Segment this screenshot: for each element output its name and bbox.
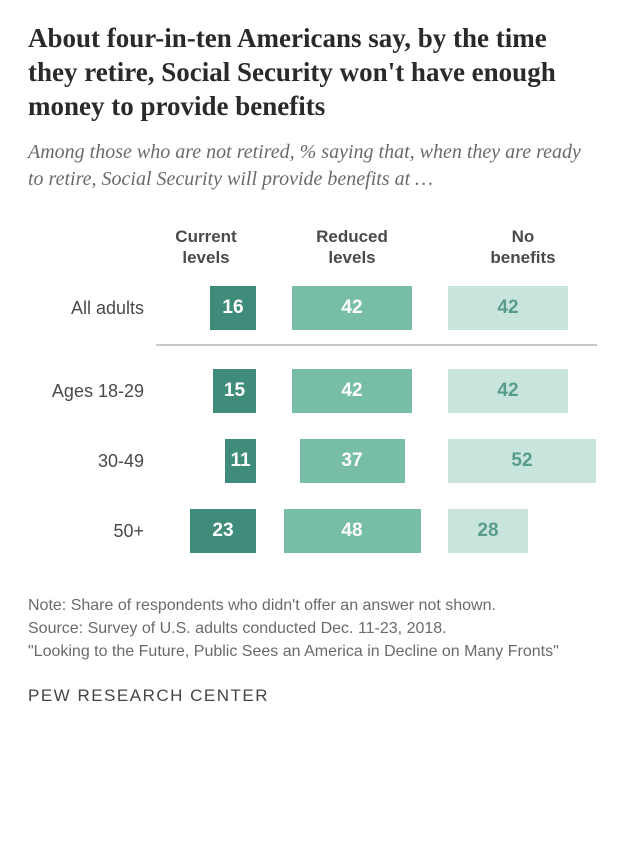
table-row: 30-49 11 37 52 — [28, 426, 597, 496]
bar-chart: CurrentlevelsReducedlevelsNobenefits All … — [28, 227, 597, 566]
chart-title: About four-in-ten Americans say, by the … — [28, 22, 597, 123]
column-header: Currentlevels — [156, 227, 256, 268]
bar: 42 — [292, 369, 412, 413]
bar-cell: 48 — [256, 496, 448, 566]
bar: 48 — [284, 509, 421, 553]
bar: 42 — [292, 286, 412, 330]
bar: 11 — [225, 439, 256, 483]
row-label: Ages 18-29 — [28, 381, 156, 402]
bar: 16 — [210, 286, 256, 330]
bar-cell: 23 — [156, 496, 256, 566]
table-row: All adults 16 42 42 — [28, 278, 597, 338]
row-label: All adults — [28, 298, 156, 319]
bar-cell: 42 — [256, 278, 448, 338]
bar-cell: 52 — [448, 426, 598, 496]
bar: 15 — [213, 369, 256, 413]
bar: 37 — [300, 439, 405, 483]
row-label: 30-49 — [28, 451, 156, 472]
note-line: Note: Share of respondents who didn't of… — [28, 594, 597, 617]
table-row: Ages 18-29 15 42 42 — [28, 356, 597, 426]
column-headers: CurrentlevelsReducedlevelsNobenefits — [28, 227, 597, 268]
chart-notes: Note: Share of respondents who didn't of… — [28, 594, 597, 664]
bar: 23 — [190, 509, 256, 553]
bar-cell: 16 — [156, 278, 256, 338]
bar-cell: 42 — [256, 356, 448, 426]
column-header: Reducedlevels — [256, 227, 448, 268]
note-line: "Looking to the Future, Public Sees an A… — [28, 640, 597, 663]
bar: 52 — [448, 439, 596, 483]
bar: 28 — [448, 509, 528, 553]
bar-cell: 42 — [448, 356, 598, 426]
divider — [28, 344, 597, 346]
bar: 42 — [448, 369, 568, 413]
row-label: 50+ — [28, 521, 156, 542]
bar-cell: 28 — [448, 496, 598, 566]
chart-subtitle: Among those who are not retired, % sayin… — [28, 139, 597, 193]
bar-cell: 11 — [156, 426, 256, 496]
bar: 42 — [448, 286, 568, 330]
table-row: 50+ 23 48 28 — [28, 496, 597, 566]
column-header: Nobenefits — [448, 227, 598, 268]
bar-cell: 37 — [256, 426, 448, 496]
bar-cell: 15 — [156, 356, 256, 426]
note-line: Source: Survey of U.S. adults conducted … — [28, 617, 597, 640]
bar-cell: 42 — [448, 278, 598, 338]
source-attribution: PEW RESEARCH CENTER — [28, 686, 597, 706]
